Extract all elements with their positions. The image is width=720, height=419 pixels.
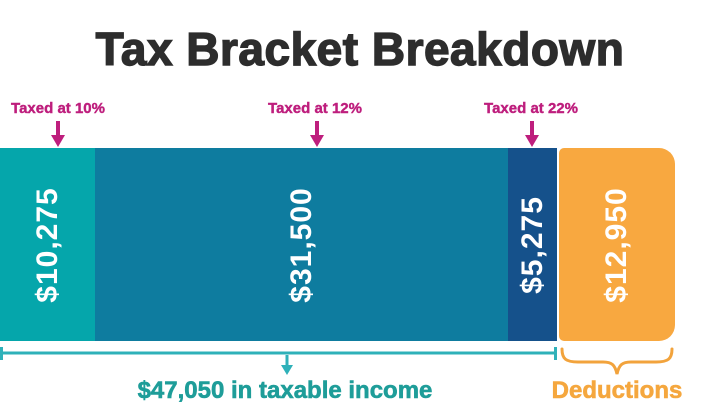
bar-segment-bracket-12: $31,500 <box>95 148 508 341</box>
tax-rate-label-12: Taxed at 12% <box>268 100 362 117</box>
segment-amount: $31,500 <box>284 186 318 303</box>
segment-amount: $12,950 <box>600 186 633 303</box>
bar-segment-deductions: $12,950 <box>559 148 675 341</box>
deductions-label: Deductions <box>551 377 683 405</box>
tax-rate-label-22: Taxed at 22% <box>484 100 578 117</box>
segment-amount: $5,275 <box>515 195 549 294</box>
down-arrow-icon <box>524 121 540 152</box>
taxable-income-span-line <box>0 347 557 375</box>
bar-segment-bracket-10: $10,275 <box>0 148 95 341</box>
page-title: Tax Bracket Breakdown <box>95 22 625 75</box>
segment-amount: $10,275 <box>30 186 64 303</box>
annotation-shapes <box>0 347 674 375</box>
tax-rate-label-10: Taxed at 10% <box>11 100 105 117</box>
taxable-income-label: $47,050 in taxable income <box>137 377 433 405</box>
stacked-bar: $10,275 $31,500 $5,275 $12,950 <box>0 148 675 341</box>
deductions-brace <box>560 347 674 375</box>
bar-segment-bracket-22: $5,275 <box>508 148 557 341</box>
down-arrow-icon <box>309 121 325 152</box>
down-arrow-icon <box>50 121 66 152</box>
